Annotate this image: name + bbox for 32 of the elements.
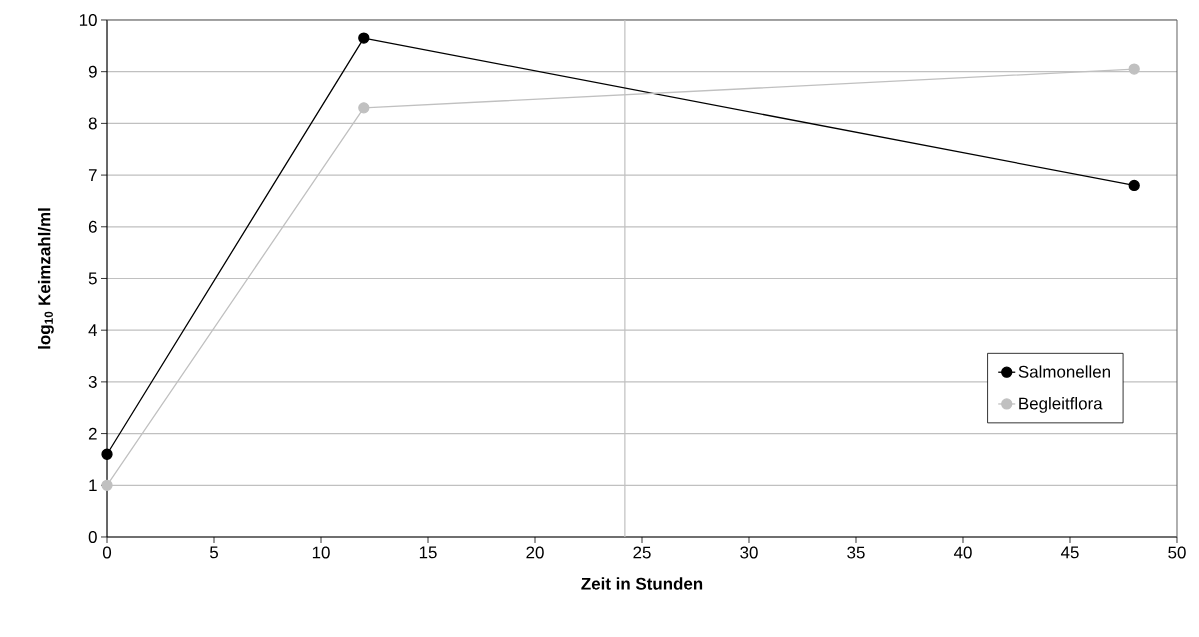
x-tick-label: 35 xyxy=(847,546,865,559)
point xyxy=(358,102,370,114)
y-tick-label: 3 xyxy=(88,375,97,388)
x-tick-label: 20 xyxy=(526,546,544,559)
x-tick-label: 45 xyxy=(1060,546,1079,559)
point xyxy=(101,448,113,460)
x-tick-label: 30 xyxy=(740,546,758,559)
y-tick-label: 8 xyxy=(88,117,97,130)
x-tick-label: 15 xyxy=(419,546,437,559)
x-tick-label: 25 xyxy=(633,546,651,559)
legend-label: Begleitflora xyxy=(1019,397,1103,413)
y-axis-title: log$_{10}$ Keimzahl/ml xyxy=(37,208,54,349)
point xyxy=(1128,179,1140,192)
y-tick-label: 9 xyxy=(88,65,97,78)
y-tick-label: 1 xyxy=(89,479,97,492)
y-tick-label: 10 xyxy=(79,13,97,26)
point xyxy=(1128,63,1140,75)
x-tick-label: 10 xyxy=(312,546,330,559)
y-tick-label: 0 xyxy=(88,530,97,543)
y-tick-label: 6 xyxy=(88,220,97,233)
x-tick-label: 40 xyxy=(953,546,972,559)
y-tick-label: 4 xyxy=(88,324,97,337)
point xyxy=(101,479,113,491)
y-tick-label: 7 xyxy=(88,169,97,181)
x-tick-label: 0 xyxy=(102,546,112,559)
y-tick-label: 2 xyxy=(88,427,97,440)
y-tick-label: 5 xyxy=(88,272,97,285)
x-tick-label: 50 xyxy=(1168,546,1186,559)
x-tick-label: 5 xyxy=(209,546,218,559)
point xyxy=(358,32,370,44)
legend-label: Salmonellen xyxy=(1018,365,1110,378)
x-axis-title: Zeit in Stunden xyxy=(581,577,703,590)
